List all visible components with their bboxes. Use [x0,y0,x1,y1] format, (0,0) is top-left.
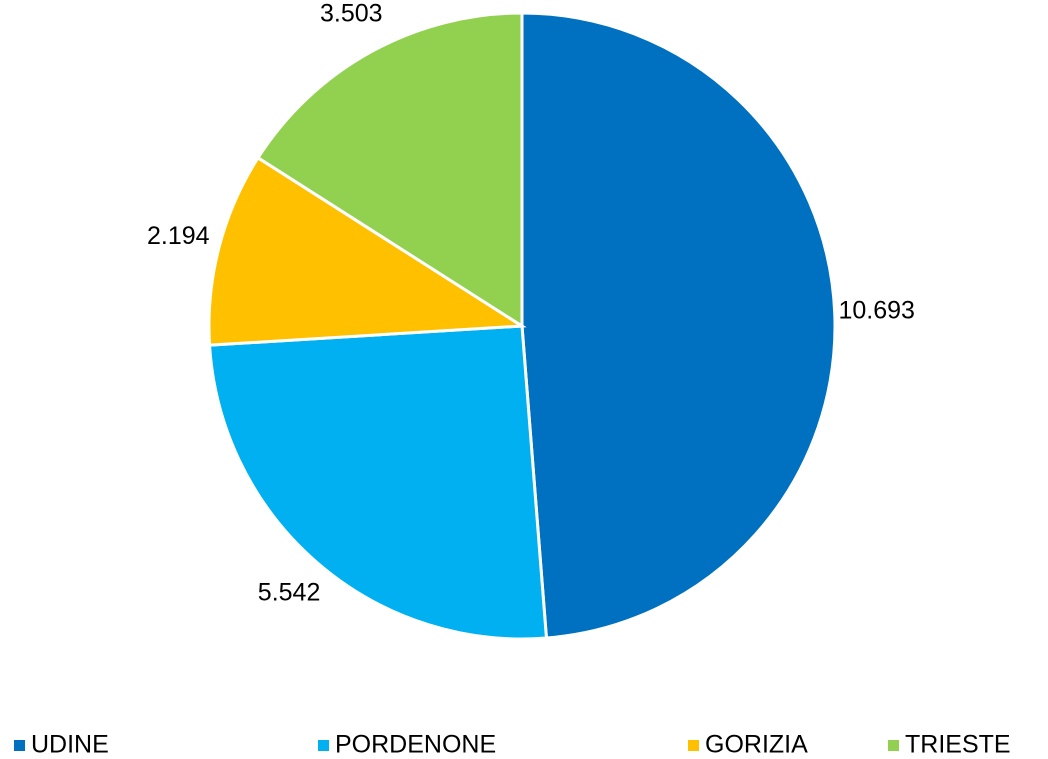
legend-label: GORIZIA [705,731,808,759]
legend-label: PORDENONE [335,731,496,759]
legend-label: TRIESTE [905,731,1011,759]
data-label: 10.693 [838,297,914,325]
data-label: 2.194 [147,222,210,250]
legend-swatch [318,740,329,751]
pie-slice [207,324,549,641]
pie-slice [255,11,524,329]
legend-label: UDINE [31,731,109,759]
legend-swatch [688,740,699,751]
legend-swatch [14,740,25,751]
data-label: 5.542 [258,579,321,607]
pie-slice [207,155,527,347]
legend-swatch [888,740,899,751]
pie-slice [520,11,837,640]
data-label: 3.503 [320,0,383,27]
